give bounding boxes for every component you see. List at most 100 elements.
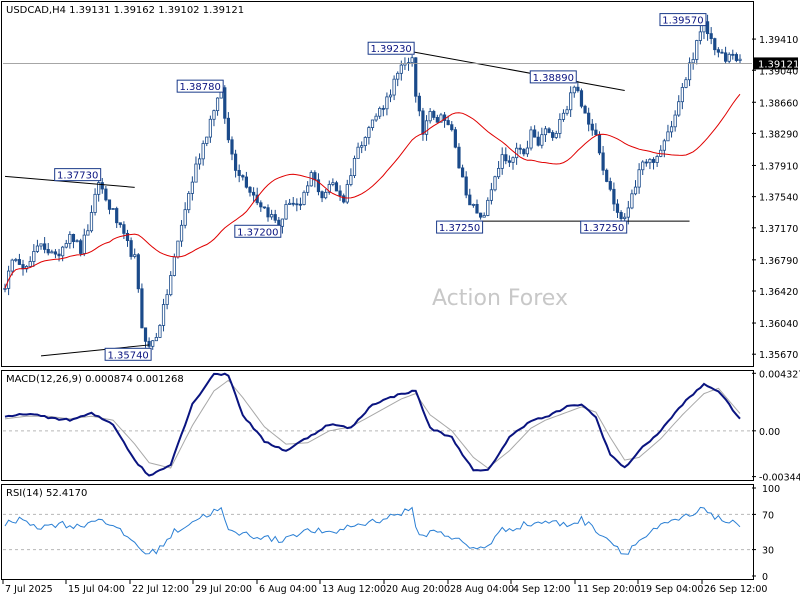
- price-annotation-box: [529, 70, 577, 84]
- candle-body: [342, 195, 346, 203]
- candle-body: [309, 172, 313, 187]
- candle-body: [691, 59, 695, 64]
- macd-y-tick-label: -0.003444: [759, 473, 800, 484]
- candle-body: [212, 110, 216, 120]
- candle-body: [363, 137, 367, 147]
- candle-body: [497, 167, 501, 178]
- candle-body: [50, 251, 54, 254]
- candle-body: [579, 90, 584, 107]
- rsi-series-layer: [3, 506, 752, 555]
- candle-body: [428, 111, 432, 122]
- price-y-tick-label: 1.36790: [759, 256, 798, 267]
- price-annotation-label: 1.37730: [57, 171, 98, 182]
- candle-body: [554, 133, 558, 138]
- rsi-y-tick-label: 30: [762, 546, 774, 557]
- candle-body: [291, 202, 295, 205]
- candle-body: [601, 152, 605, 171]
- rsi-panel-frame: [1, 484, 754, 580]
- candle-body: [86, 230, 90, 236]
- price-annotation-box: [104, 347, 152, 361]
- candle-body: [644, 161, 648, 164]
- candle-body: [648, 158, 652, 164]
- candle-body: [626, 207, 630, 218]
- candle-body: [669, 126, 674, 133]
- macd-y-tick-label: 0.00: [759, 427, 780, 438]
- price-annotation-label: 1.38890: [533, 73, 574, 84]
- candle-body: [179, 224, 184, 242]
- price-y-tick-label: 1.35670: [759, 350, 798, 361]
- candle-body: [104, 188, 108, 201]
- macd-main-line: [4, 372, 741, 477]
- candle-body: [453, 129, 457, 148]
- candle-body: [140, 288, 144, 329]
- candle-body: [89, 212, 94, 232]
- candle-body: [118, 222, 122, 226]
- price-annotation-label: 1.39570: [662, 16, 703, 27]
- candle-body: [252, 191, 256, 196]
- candle-body: [324, 191, 328, 199]
- candle-body: [223, 87, 227, 119]
- candle-body: [612, 188, 616, 205]
- candle-body: [75, 240, 79, 243]
- candle-body: [493, 176, 497, 191]
- rsi-panel-title: RSI(14) 52.4170: [6, 488, 87, 499]
- price-y-tick-label: 1.36420: [759, 287, 798, 298]
- candle-body: [327, 184, 331, 193]
- price-annotation-box: [234, 224, 282, 238]
- candle-body: [133, 254, 137, 257]
- x-tick-label: 13 Aug 12:00: [322, 584, 386, 595]
- candle-body: [349, 175, 353, 185]
- candle-body: [248, 186, 252, 193]
- candle-body: [410, 57, 414, 64]
- price-annotation-label: 1.35740: [107, 350, 148, 361]
- candle-body: [241, 175, 245, 178]
- candle-body: [561, 112, 566, 120]
- candle-body: [345, 184, 349, 203]
- candle-body: [417, 95, 421, 112]
- candle-body: [583, 105, 587, 114]
- macd-signal-line: [4, 379, 741, 469]
- candle-body: [172, 256, 176, 276]
- x-tick-label: 4 Sep 12:00: [513, 584, 570, 595]
- x-tick-label: 19 Sep 04:00: [640, 584, 703, 595]
- rsi-y-tick-label: 0: [762, 572, 768, 583]
- candle-body: [370, 119, 375, 128]
- candle-body: [619, 212, 623, 219]
- candle-body: [522, 148, 526, 155]
- candle-body: [143, 327, 148, 342]
- candle-body: [662, 140, 666, 151]
- candle-body: [684, 79, 688, 88]
- candle-body: [543, 128, 548, 136]
- price-y-tick-label: 1.36040: [759, 319, 798, 330]
- axes-layer: 1.39121 1.39410 1.39040 1.38660 1.38290 1.379…: [2, 35, 800, 595]
- candle-body: [161, 304, 166, 326]
- candle-body: [190, 181, 194, 194]
- candle-body: [205, 136, 209, 144]
- price-y-tick-label: 1.37910: [759, 161, 798, 172]
- candle-body: [518, 147, 522, 150]
- candle-body: [533, 129, 537, 138]
- candle-body: [97, 182, 101, 195]
- candle-body: [125, 232, 130, 241]
- candle-body: [374, 115, 378, 121]
- candle-body: [147, 340, 151, 347]
- candle-body: [215, 97, 220, 112]
- candle-body: [284, 204, 288, 220]
- candle-body: [28, 261, 32, 267]
- candle-body: [713, 38, 717, 51]
- candle-body: [569, 92, 573, 111]
- candle-body: [716, 49, 720, 53]
- candle-body: [388, 94, 393, 98]
- candle-body: [478, 212, 483, 218]
- candle-body: [270, 214, 274, 218]
- candle-body: [536, 136, 540, 146]
- candle-body: [176, 240, 180, 258]
- candle-body: [414, 57, 418, 97]
- candle-body: [547, 128, 551, 133]
- candle-body: [233, 153, 238, 171]
- candle-body: [572, 86, 576, 94]
- candle-body: [187, 192, 191, 211]
- rsi-line: [4, 506, 741, 555]
- candle-body: [392, 78, 396, 96]
- candle-body: [295, 203, 299, 206]
